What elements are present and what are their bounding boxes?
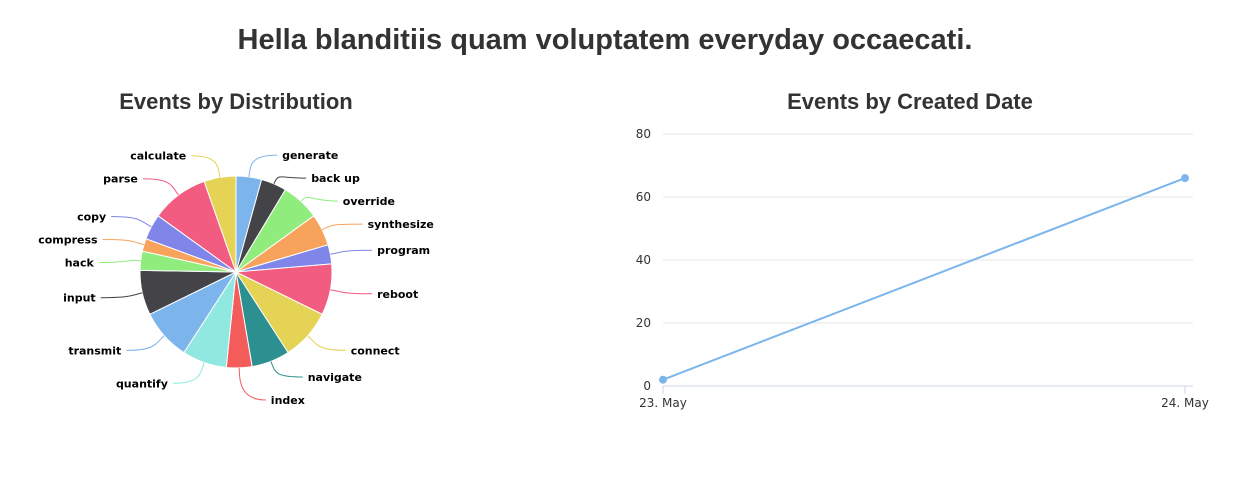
pie-label-reboot: reboot bbox=[377, 288, 418, 301]
pie-label-parse: parse bbox=[103, 173, 138, 186]
y-tick-label: 0 bbox=[643, 379, 651, 393]
pie-label-copy: copy bbox=[77, 211, 106, 224]
pie-connector-navigate bbox=[270, 361, 303, 378]
pie-label-program: program bbox=[377, 244, 430, 257]
x-tick-label: 24. May bbox=[1161, 396, 1209, 410]
line-chart-title: Events by Created Date bbox=[787, 89, 1033, 114]
pie-connector-compress bbox=[102, 239, 145, 246]
pie-connector-transmit bbox=[126, 335, 165, 351]
pie-label-transmit: transmit bbox=[68, 344, 121, 357]
pie-label-compress: compress bbox=[38, 234, 98, 247]
pie-label-synthesize: synthesize bbox=[368, 218, 434, 231]
pie-connector-input bbox=[100, 292, 143, 299]
pie-chart: Events by Distribution generate back up ov… bbox=[38, 89, 434, 407]
y-tick-label: 80 bbox=[636, 127, 651, 141]
pie-label-back-up: back up bbox=[311, 172, 360, 185]
y-tick-label: 60 bbox=[636, 190, 651, 204]
pie-label-override: override bbox=[343, 195, 395, 208]
pie-connector-override bbox=[300, 196, 338, 202]
pie-connector-copy bbox=[111, 216, 152, 228]
pie-label-index: index bbox=[271, 394, 305, 407]
pie-connector-connect bbox=[307, 335, 346, 351]
pie-connector-back-up bbox=[273, 176, 307, 184]
pie-connector-reboot bbox=[330, 289, 373, 295]
pie-label-connect: connect bbox=[351, 344, 400, 357]
pie-connector-generate bbox=[248, 154, 278, 177]
pie-connector-hack bbox=[98, 259, 141, 263]
pie-label-quantify: quantify bbox=[116, 377, 168, 390]
line-data-point[interactable] bbox=[659, 375, 667, 384]
pie-label-calculate: calculate bbox=[130, 150, 186, 163]
line-series bbox=[662, 177, 1186, 381]
line-chart: Events by Created Date 0 20 40 60 80 23. May 2… bbox=[636, 89, 1209, 410]
pie-connector-synthesize bbox=[321, 223, 363, 231]
pie-label-hack: hack bbox=[65, 257, 95, 270]
y-tick-label: 40 bbox=[636, 253, 651, 267]
page-title: Hella blanditiis quam voluptatem everyda… bbox=[237, 24, 973, 56]
pie-label-navigate: navigate bbox=[308, 371, 362, 384]
pie-connector-quantify bbox=[172, 362, 205, 384]
pie-connector-program bbox=[330, 249, 373, 255]
pie-connector-calculate bbox=[191, 155, 221, 178]
pie-connector-parse bbox=[142, 178, 179, 196]
pie-label-input: input bbox=[63, 292, 96, 305]
pie-label-generate: generate bbox=[282, 149, 338, 162]
pie-chart-title: Events by Distribution bbox=[119, 89, 352, 114]
pie-connector-index bbox=[238, 367, 266, 401]
x-tick-label: 23. May bbox=[639, 396, 687, 410]
y-tick-label: 20 bbox=[636, 316, 651, 330]
line-data-point[interactable] bbox=[1181, 174, 1189, 183]
